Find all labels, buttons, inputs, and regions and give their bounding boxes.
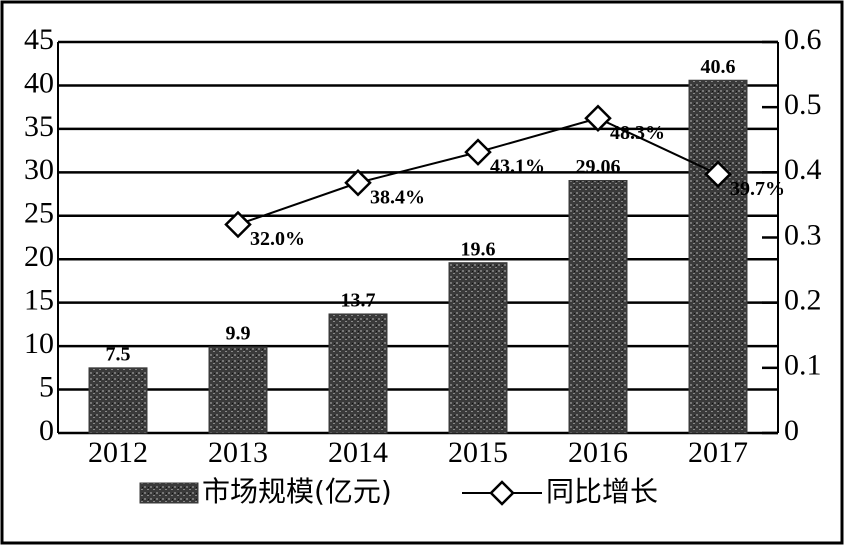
y-tick-label: 30 [24,153,54,186]
y-tick-label: 45 [24,23,54,56]
legend-label: 同比增长 [546,475,658,508]
bar-value-label: 7.5 [106,343,131,365]
y-tick-label: 15 [24,284,54,317]
bar [688,79,748,434]
y2-tick-label: 0.3 [784,218,822,251]
y-tick-label: 20 [24,240,54,273]
line-marker [464,138,492,166]
bar-value-label: 9.9 [226,323,251,345]
bar [448,262,508,434]
line-value-label: 32.0% [250,228,305,250]
x-tick-label: 2012 [88,436,148,469]
line-marker [704,160,732,189]
legend-swatch [139,482,199,504]
line-marker [344,168,372,197]
line-value-label: 38.4% [370,186,425,208]
line-value-label: 43.1% [490,156,545,178]
bar-value-label: 29.06 [576,156,621,178]
bar-value-label: 13.7 [341,290,376,312]
y-tick-label: 5 [39,370,54,403]
x-tick-label: 2016 [568,436,628,469]
y2-tick-label: 0.1 [784,349,822,382]
x-tick-label: 2014 [328,436,388,469]
line-value-label: 48.3% [610,122,665,144]
bar-value-label: 40.6 [701,56,736,78]
y-tick-label: 40 [24,66,54,99]
bar [568,180,628,434]
y2-tick-label: 0.5 [784,88,822,121]
x-tick-label: 2013 [208,436,268,469]
y2-tick-label: 0 [784,414,799,447]
y-tick-label: 10 [24,327,54,360]
bar-value-label: 19.6 [461,238,496,260]
y2-tick-label: 0.4 [784,153,822,186]
bar [328,313,388,434]
line-marker [224,210,252,239]
x-tick-label: 2015 [448,436,508,469]
line-marker [584,104,612,133]
y2-tick-label: 0.6 [784,23,822,56]
y2-tick-label: 0.2 [784,284,822,317]
y-tick-label: 25 [24,197,54,230]
bar [88,367,148,434]
y-tick-label: 0 [39,414,54,447]
line-value-label: 39.7% [730,178,785,200]
legend-label: 市场规模(亿元) [202,475,392,508]
legend-marker [489,480,515,506]
y-tick-label: 35 [24,110,54,143]
x-tick-label: 2017 [688,436,748,469]
bar [208,346,268,434]
